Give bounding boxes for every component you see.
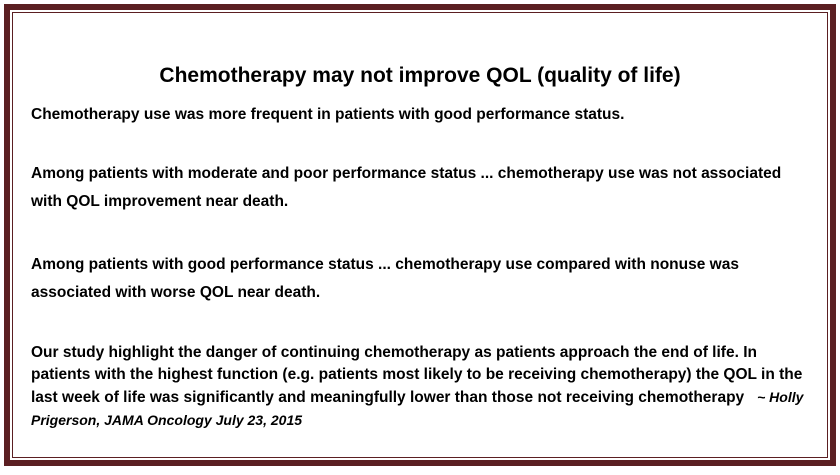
outer-border — [4, 4, 836, 466]
paragraph-1: Chemotherapy use was more frequent in pa… — [31, 106, 625, 123]
quote-paragraph: Our study highlight the danger of contin… — [31, 342, 806, 432]
inner-border — [12, 12, 828, 458]
citation: ~ Holly Prigerson, JAMA Oncology July 23… — [31, 389, 804, 428]
quote-text: Our study highlight the danger of contin… — [31, 344, 803, 406]
paragraph-3: Among patients with good performance sta… — [31, 256, 739, 301]
paragraph-2: Among patients with moderate and poor pe… — [31, 165, 782, 210]
slide-title: Chemotherapy may not improve QOL (qualit… — [159, 64, 681, 87]
